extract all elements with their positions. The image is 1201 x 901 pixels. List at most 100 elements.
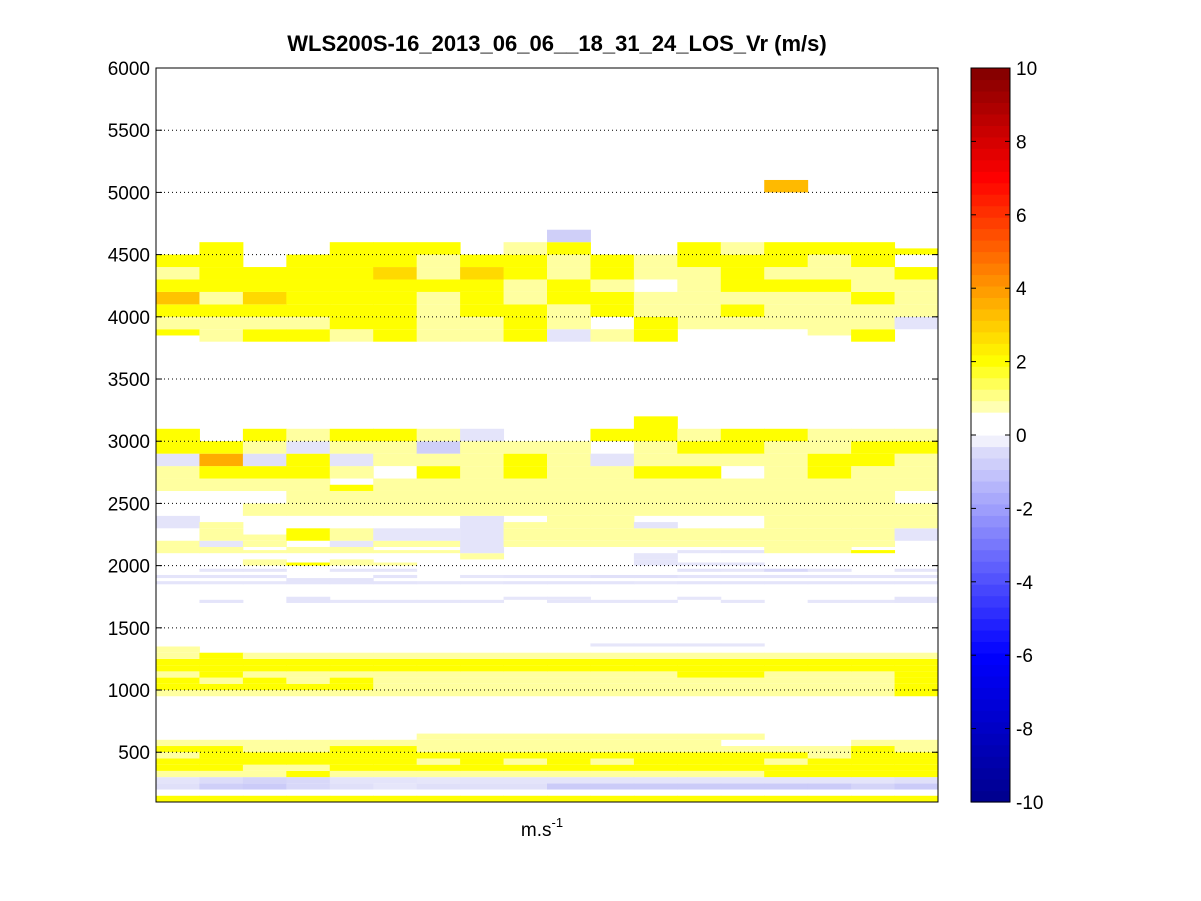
heatmap-cell [460,599,505,603]
heatmap-cell [242,428,287,442]
heatmap-cell [720,291,765,305]
heatmap-cell [286,490,331,504]
heatmap-cell [460,758,505,765]
heatmap-cell [373,795,418,802]
heatmap-cell [677,490,722,504]
heatmap-cell [764,671,809,678]
heatmap-cell [590,540,635,547]
heatmap-cell [764,540,809,547]
heatmap-cell [199,770,244,778]
heatmap-cell [460,783,505,790]
heatmap-cell [590,428,635,442]
heatmap-cell [373,540,418,547]
heatmap-cell [416,758,461,765]
heatmap-cell [807,428,852,442]
heatmap-cell [373,242,418,255]
heatmap-cell [851,574,896,579]
heatmap-cell [373,777,418,784]
colorbar-step [971,698,1010,711]
heatmap-cell [329,291,374,305]
heatmap-cell [329,559,374,566]
heatmap-cell [894,478,939,491]
heatmap-cell [286,758,331,765]
heatmap-cell [764,279,809,292]
heatmap-cell [677,428,722,442]
colorbar-step [971,90,1010,104]
heatmap-cell [503,770,548,778]
y-tick-label: 4000 [108,308,150,329]
heatmap-cell [156,279,200,292]
heatmap-cell [764,574,809,579]
heatmap-cell [851,758,896,765]
heatmap-cell [242,581,287,585]
colorbar-step [971,125,1010,138]
heatmap-cell [286,441,331,454]
heatmap-cell [807,658,852,666]
colorbar-step [971,629,1010,643]
colorbar-step [971,285,1010,298]
heatmap-cell [460,690,505,697]
heatmap-cell [764,503,809,516]
heatmap-cell [677,777,722,784]
heatmap-cell [373,764,418,771]
heatmap-cell [416,795,461,802]
heatmap-cell [720,267,765,280]
colorbar-tick-label: 6 [1016,206,1027,227]
heatmap-cell [373,739,418,747]
heatmap-cell [590,503,635,516]
heatmap-cell [851,739,896,747]
heatmap-cell [590,574,635,579]
heatmap-cell [547,733,591,740]
heatmap-cell [851,291,896,305]
heatmap-cell [720,441,765,454]
colorbar-step [971,205,1010,218]
heatmap-cell [199,242,244,255]
plot-area: 500 1000 1500 2000 2500 3000 3500 4000 4500 5000 5… [108,59,939,803]
heatmap-cell [807,671,852,678]
heatmap-cell [156,783,200,790]
colorbar-step [971,159,1010,172]
heatmap-cell [503,596,548,600]
heatmap-cell [633,466,678,479]
heatmap-cell [156,683,200,691]
colorbar-step [971,480,1010,493]
heatmap-cell [851,550,896,554]
heatmap-cell [373,291,418,305]
heatmap-cell [851,503,896,516]
heatmap-cell [199,522,244,529]
colorbar-step [971,331,1010,344]
heatmap-cell [329,783,374,790]
heatmap-cell [851,329,896,342]
colorbar-step [971,744,1010,757]
heatmap-cell [590,254,635,268]
colorbar-step [971,641,1010,654]
heatmap-cell [329,466,374,479]
heatmap-cell [807,652,852,659]
heatmap-cell [460,428,505,442]
y-tick-label: 5000 [108,183,150,204]
colorbar-step [971,262,1010,276]
heatmap-cell [156,478,200,491]
heatmap-cell [199,546,244,554]
heatmap-cell [807,466,852,479]
heatmap-cell [503,574,548,579]
heatmap-cell [764,267,809,280]
colorbar-step [971,515,1010,528]
heatmap-cell [156,690,200,697]
heatmap-cell [633,453,678,467]
heatmap-cell [677,671,722,678]
heatmap-cell [329,484,374,491]
heatmap-cell [156,515,200,529]
heatmap-cell [286,304,331,317]
heatmap-cell [894,783,939,790]
heatmap-cell [416,777,461,784]
colorbar-step [971,526,1010,539]
heatmap-cell [547,658,591,666]
heatmap-cell [416,329,461,342]
heatmap-cell [329,546,374,554]
heatmap-cell [851,478,896,491]
heatmap-cell [547,453,591,467]
heatmap-cell [677,783,722,790]
heatmap-cell [547,316,591,330]
heatmap-cell [894,683,939,691]
